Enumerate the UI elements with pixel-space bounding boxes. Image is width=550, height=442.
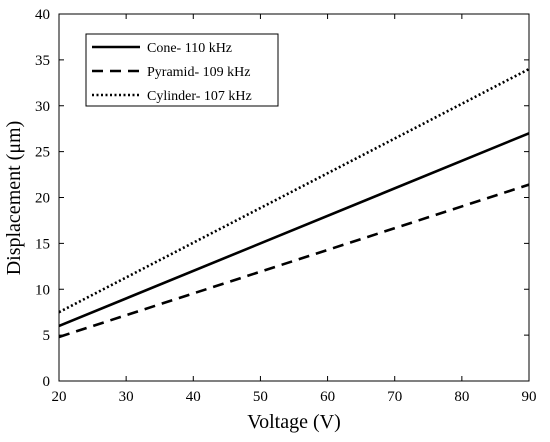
- series-line-cone: [58, 132, 530, 328]
- x-tick-label: 90: [522, 389, 537, 405]
- legend-label-pyramid: Pyramid- 109 kHz: [147, 65, 250, 80]
- y-tick-label: 10: [35, 282, 50, 298]
- x-tick-label: 80: [454, 389, 469, 405]
- y-tick-label: 25: [35, 145, 50, 161]
- x-tick-label: 40: [186, 389, 201, 405]
- legend-label-cylinder: Cylinder- 107 kHz: [147, 89, 252, 104]
- y-tick-label: 0: [43, 374, 51, 390]
- y-tick-label: 30: [35, 99, 50, 115]
- x-tick-label: 60: [320, 389, 335, 405]
- x-tick-label: 50: [253, 389, 268, 405]
- y-tick-label: 5: [43, 328, 51, 344]
- legend: Cone- 110 kHz Pyramid- 109 kHz Cylinder- 1…: [85, 33, 279, 107]
- x-tick-label: 70: [387, 389, 402, 405]
- y-axis: 0 5 10 15 20 25 30 35 40: [35, 7, 529, 390]
- legend-label-cone: Cone- 110 kHz: [147, 41, 232, 56]
- x-axis-title: Voltage (V): [247, 411, 341, 433]
- y-axis-title: Displacement (μm): [3, 121, 25, 276]
- y-tick-label: 15: [35, 236, 50, 252]
- series-line-pyramid: [58, 183, 530, 339]
- x-tick-label: 30: [119, 389, 134, 405]
- x-axis: 20 30 40 50 60 70 80 90: [52, 14, 537, 405]
- y-tick-label: 35: [35, 53, 50, 69]
- series-lines: [58, 67, 530, 339]
- y-tick-label: 40: [35, 7, 50, 23]
- x-tick-label: 20: [52, 389, 67, 405]
- y-tick-label: 20: [35, 191, 50, 207]
